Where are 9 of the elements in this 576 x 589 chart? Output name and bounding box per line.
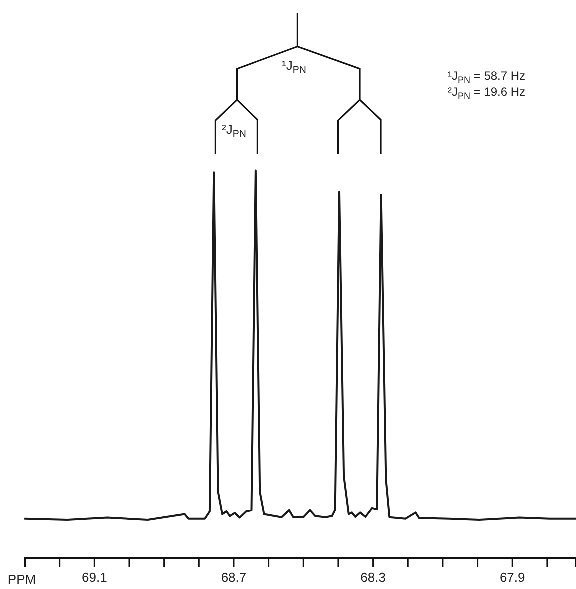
x-tick-label: 69.1: [82, 570, 108, 586]
text: ²J$_{PN}$ = 19.6 Hz: [448, 85, 526, 101]
x-tick-label: 68.7: [221, 570, 247, 586]
x-axis-title: PPM: [8, 572, 36, 587]
text: ²J$_{PN}$: [222, 122, 246, 140]
x-tick-label: 68.3: [360, 570, 386, 586]
text: ¹J$_{PN}$: [282, 58, 306, 76]
text: ¹J$_{PN}$ = 58.7 Hz: [448, 69, 526, 85]
x-tick-label: 67.9: [500, 570, 526, 586]
